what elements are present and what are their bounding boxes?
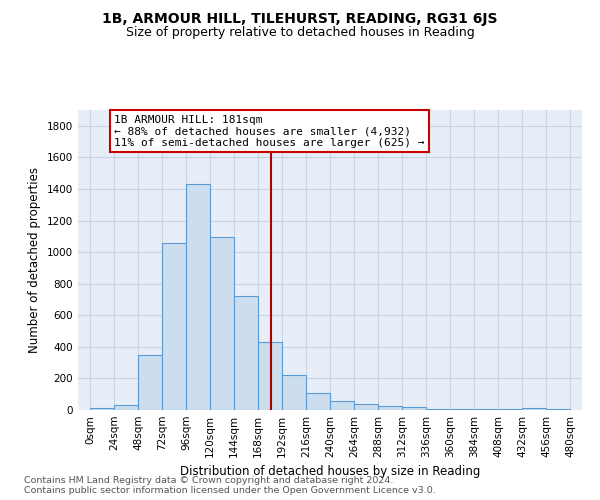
Bar bbox=[138, 354, 162, 410]
Text: Contains HM Land Registry data © Crown copyright and database right 2024.
Contai: Contains HM Land Registry data © Crown c… bbox=[24, 476, 436, 495]
Bar bbox=[210, 237, 234, 410]
Bar bbox=[546, 409, 570, 410]
Bar bbox=[378, 406, 402, 410]
Bar bbox=[162, 244, 186, 410]
Text: 1B ARMOUR HILL: 181sqm
← 88% of detached houses are smaller (4,932)
11% of semi-: 1B ARMOUR HILL: 181sqm ← 88% of detached… bbox=[114, 114, 425, 148]
Text: Size of property relative to detached houses in Reading: Size of property relative to detached ho… bbox=[125, 26, 475, 39]
Bar bbox=[450, 409, 474, 410]
Bar bbox=[114, 406, 138, 410]
Bar bbox=[474, 409, 498, 410]
Bar bbox=[282, 376, 306, 410]
Y-axis label: Number of detached properties: Number of detached properties bbox=[28, 167, 41, 353]
Bar bbox=[354, 404, 378, 410]
Bar bbox=[426, 409, 450, 410]
Bar bbox=[330, 400, 354, 410]
Bar bbox=[186, 184, 210, 410]
Text: 1B, ARMOUR HILL, TILEHURST, READING, RG31 6JS: 1B, ARMOUR HILL, TILEHURST, READING, RG3… bbox=[102, 12, 498, 26]
Bar bbox=[498, 409, 522, 410]
Bar bbox=[90, 408, 114, 410]
Bar bbox=[258, 342, 282, 410]
Bar bbox=[306, 392, 330, 410]
Bar bbox=[402, 407, 426, 410]
Bar bbox=[522, 408, 546, 410]
Bar bbox=[234, 296, 258, 410]
X-axis label: Distribution of detached houses by size in Reading: Distribution of detached houses by size … bbox=[180, 466, 480, 478]
